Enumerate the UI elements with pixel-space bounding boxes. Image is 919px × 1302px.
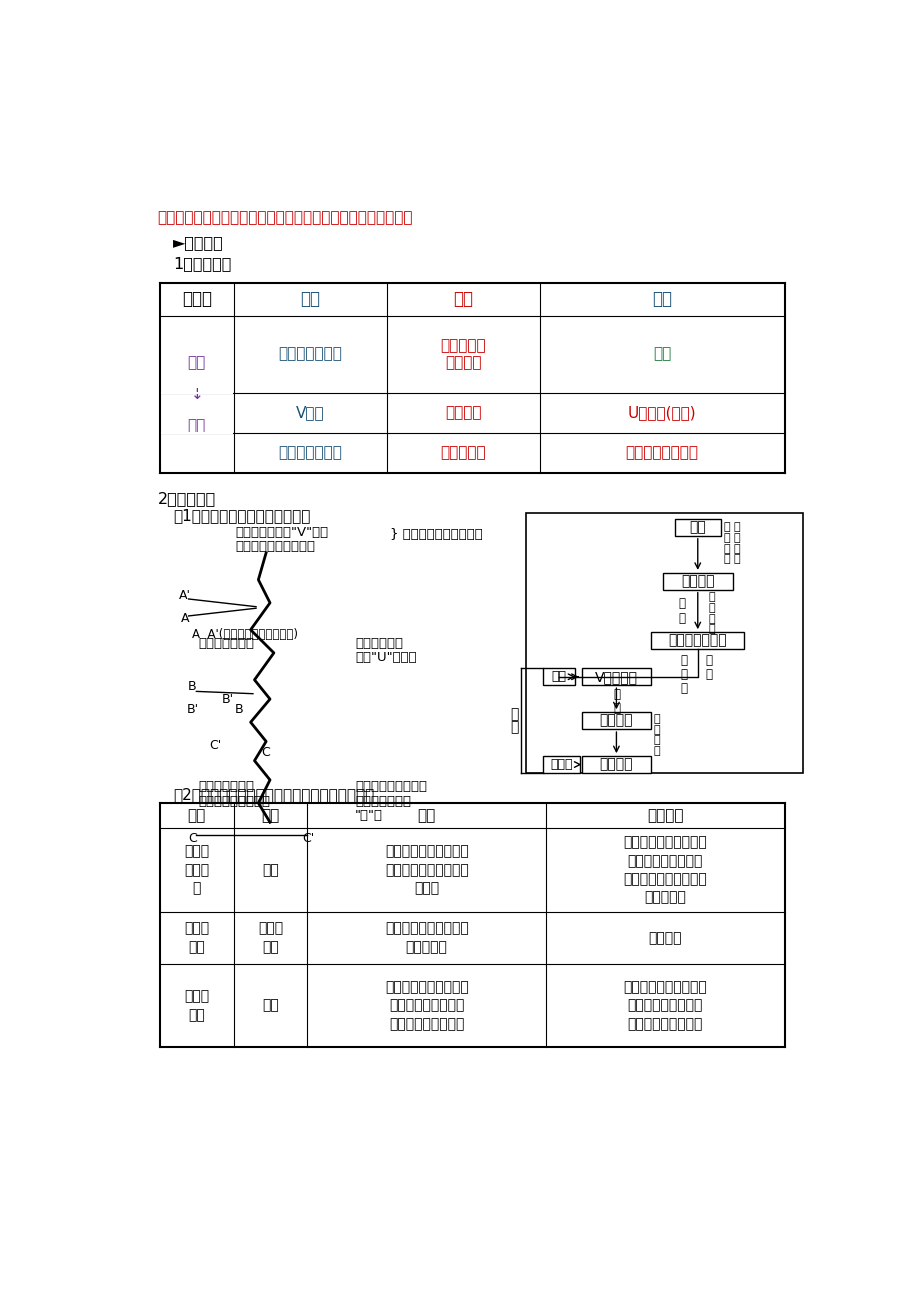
Text: 其上河谷面积广，汇水面积大；流域内降水充足，河流水量大。: 其上河谷面积广，汇水面积大；流域内降水充足，河流水量大。 [157,210,413,225]
Text: （1）河流侵蚀地貌与河谷发育。: （1）河流侵蚀地貌与河谷发育。 [173,508,311,523]
Text: 河底展宽: 河底展宽 [445,405,481,421]
Text: B': B' [187,703,199,716]
Text: 溯源侵蚀、下蚀: 溯源侵蚀、下蚀 [278,346,342,362]
Text: 补
给: 补 给 [705,655,712,681]
Text: 侵蚀: 侵蚀 [187,355,206,370]
Text: 融
水
汇
聚: 融 水 汇 聚 [733,522,740,564]
Text: 河道几乎占据整个河谷: 河道几乎占据整个河谷 [235,540,315,553]
Text: 河道两旁为冲积平原: 河道两旁为冲积平原 [199,794,270,807]
Text: 中下游
地区: 中下游 地区 [257,922,283,954]
Bar [161,432,233,434]
Text: 冲积平原、三角洲: 冲积平原、三角洲 [625,445,698,460]
Bar [581,668,651,685]
Text: 初期: 初期 [551,671,566,684]
Text: 分布: 分布 [261,809,279,823]
Text: 上游河谷窄，呈"V"形，: 上游河谷窄，呈"V"形， [235,526,328,539]
Text: 上游: 上游 [300,290,320,309]
Text: 堆积: 堆积 [187,418,206,434]
Bar [581,712,651,729]
Text: A': A' [178,589,190,602]
Text: 地势低平，河网稠密，
三角洲以河道分处顶
点向海洋形成三角洲: 地势低平，河网稠密， 三角洲以河道分处顶 点向海洋形成三角洲 [623,980,707,1031]
Text: 谷: 谷 [510,720,518,734]
Text: V字形峡谷: V字形峡谷 [595,669,637,684]
Text: } 以溯源侵蚀、下蚀为主: } 以溯源侵蚀、下蚀为主 [390,529,482,542]
Text: 沟谷加深和延长: 沟谷加深和延长 [668,634,726,647]
Text: 河流携带的大量泥沙，
在河口流水减缓处堆
积及海潮的顶托而形: 河流携带的大量泥沙， 在河口流水减缓处堆 积及海潮的顶托而形 [384,980,468,1031]
Text: C': C' [302,832,314,845]
Text: 沟谷流水: 沟谷流水 [680,574,714,589]
Bar [542,668,574,685]
Text: 水流流出山口，速度减
慢，河流搬运的物质堆
积而成: 水流流出山口，速度减 慢，河流搬运的物质堆 积而成 [384,845,468,896]
Text: 中游: 中游 [453,290,472,309]
Text: 侧蚀: 侧蚀 [652,346,671,362]
Text: 下游河谷更开阔: 下游河谷更开阔 [199,780,255,793]
Text: 山前: 山前 [262,863,278,878]
Text: 作用力: 作用力 [182,290,211,309]
Text: 地势平坦: 地势平坦 [648,931,681,945]
Text: 以谷口为顶点呈扇形，
冲积扇顶端到边缘地
势逐渐降低，堆积物颗
粒由粗变细: 以谷口为顶点呈扇形， 冲积扇顶端到边缘地 势逐渐降低，堆积物颗 粒由粗变细 [623,836,707,905]
Text: 1．课堂归纳: 1．课堂归纳 [173,256,232,271]
Text: 形成"U"形河谷: 形成"U"形河谷 [355,651,416,664]
Text: 出现河湾: 出现河湾 [599,713,632,728]
Text: 洪积一冲积平原: 洪积一冲积平原 [278,445,342,460]
Text: B: B [188,680,197,693]
Text: ►同步辅导: ►同步辅导 [173,236,223,250]
Bar [161,392,233,393]
Text: 溯
源
侵
蚀: 溯 源 侵 蚀 [708,592,714,634]
Text: 成因: 成因 [417,809,436,823]
Text: A  A'(留意侧蚀使河床不对称): A A'(留意侧蚀使河床不对称) [192,629,298,642]
Text: 成熟期: 成熟期 [550,758,572,771]
Text: 以侧蚀为主，: 以侧蚀为主， [355,638,403,651]
Text: 降
水
冰
雪: 降 水 冰 雪 [723,522,730,564]
Text: 中游河道渐开阔: 中游河道渐开阔 [199,638,255,651]
Text: 侧
蚀: 侧 蚀 [612,687,619,715]
Text: A: A [180,612,188,625]
Text: 洪积一
冲积平
原: 洪积一 冲积平 原 [184,845,210,896]
Text: 以侧蚀、堆积为主，: 以侧蚀、堆积为主， [355,780,426,793]
Text: B': B' [221,693,233,706]
Text: （2）河流堆积地貌的类型、分布、成因及特点。: （2）河流堆积地貌的类型、分布、成因及特点。 [173,788,374,802]
Text: ↓: ↓ [190,387,203,402]
Text: C': C' [210,738,221,751]
Bar [651,631,743,648]
Text: 河: 河 [510,707,518,721]
Text: 下
蚀: 下 蚀 [678,596,685,625]
Text: 地
下
水: 地 下 水 [679,655,686,695]
Text: 侧
堆
蚀
积: 侧 堆 蚀 积 [652,713,660,756]
Text: V形谷: V形谷 [296,405,324,421]
Text: 下游: 下游 [652,290,672,309]
Text: 河口: 河口 [262,999,278,1013]
Text: 河流改道，多个废弃的
河漫滩连接: 河流改道，多个废弃的 河漫滩连接 [384,922,468,954]
Text: B: B [234,703,243,716]
Text: 三角洲
平原: 三角洲 平原 [184,990,210,1022]
Text: 沟谷: 沟谷 [688,521,706,534]
Text: 2．难点解惑: 2．难点解惑 [157,491,216,506]
Text: 槽型河谷: 槽型河谷 [599,758,632,772]
Bar [674,519,720,536]
Text: 河谷呈槽形，即: 河谷呈槽形，即 [355,794,411,807]
Bar [581,756,651,773]
Text: 河漫滩
平原: 河漫滩 平原 [184,922,210,954]
Bar [542,756,579,773]
Text: 地貌特点: 地貌特点 [646,809,683,823]
Bar [663,573,732,590]
Text: C: C [187,832,197,845]
Text: "凸"形: "凸"形 [355,810,383,822]
Text: C: C [262,746,270,759]
Text: 下蚀为辅、
侧蚀为主: 下蚀为辅、 侧蚀为主 [440,339,485,370]
Text: U形河床(槽形): U形河床(槽形) [627,405,696,421]
Text: 河漫滩平原: 河漫滩平原 [440,445,485,460]
Text: 类型: 类型 [187,809,206,823]
Bar [525,513,802,773]
